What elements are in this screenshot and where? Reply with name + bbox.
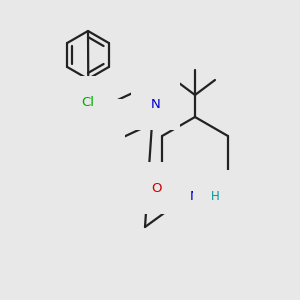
Text: O: O — [151, 182, 161, 194]
Text: Cl: Cl — [82, 95, 94, 109]
Text: N: N — [96, 118, 106, 131]
Text: H: H — [211, 190, 219, 202]
Text: N: N — [151, 98, 160, 111]
Text: NH: NH — [190, 190, 210, 202]
